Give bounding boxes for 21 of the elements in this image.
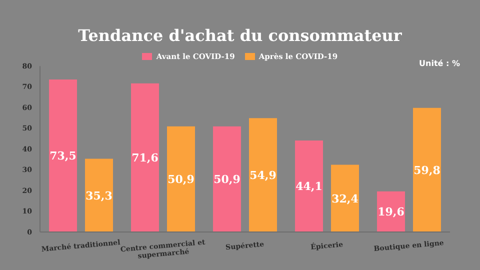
data-label: 50,9	[214, 173, 240, 186]
bar	[131, 83, 159, 232]
bar	[213, 126, 241, 232]
data-label: 71,6	[132, 152, 159, 165]
chart-title: Tendance d'achat du consommateur	[77, 26, 403, 45]
annotation: Unité : %	[419, 59, 460, 68]
bar	[413, 108, 441, 232]
data-label: 35,3	[86, 189, 112, 202]
data-label: 50,9	[168, 173, 194, 186]
data-label: 73,5	[50, 150, 76, 163]
data-label: 59,8	[414, 164, 441, 177]
data-label: 32,4	[332, 192, 359, 206]
bar	[49, 79, 77, 232]
bar	[85, 158, 113, 232]
data-label: 19,6	[378, 206, 405, 219]
data-label: 44,1	[296, 180, 322, 194]
data-label: 54,9	[250, 169, 276, 182]
bar	[167, 126, 195, 232]
bar	[331, 164, 359, 232]
bar	[295, 140, 323, 232]
bar	[249, 118, 277, 232]
